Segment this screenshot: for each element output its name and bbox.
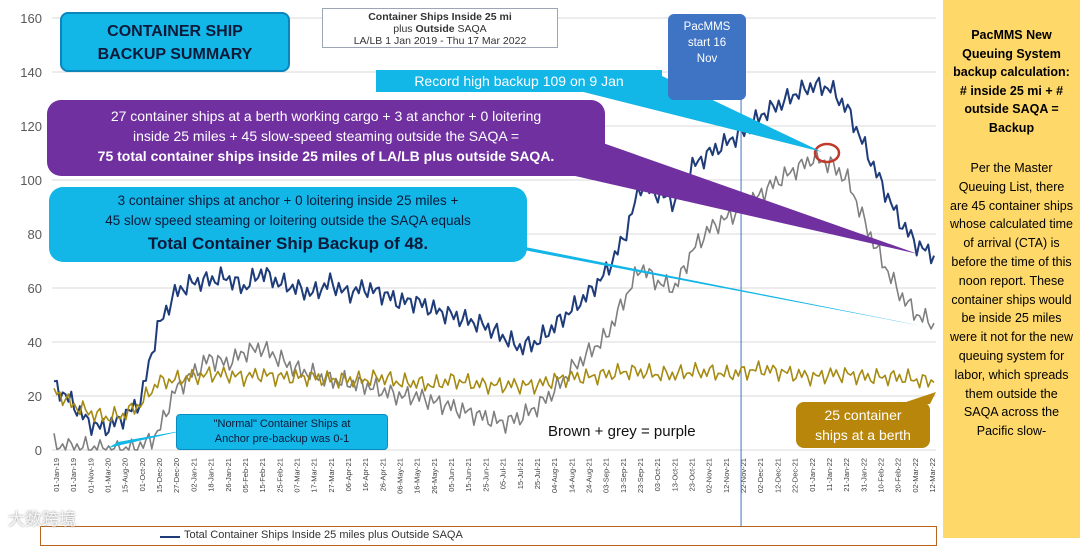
x-tick-label: 25-Jun-21 xyxy=(481,458,490,492)
x-tick-label: 16-Apr-21 xyxy=(361,458,370,491)
y-tick-label: 60 xyxy=(28,281,42,296)
x-tick-label: 18-Jan-21 xyxy=(207,458,216,492)
x-axis-ticks: 01-Jan-19 01-Jan-19 01-Nov-19 01-Mar-20 15-A… xyxy=(52,458,937,494)
callout-pointers xyxy=(108,76,936,448)
sidebar-heading: PacMMS New Queuing System backup calcula… xyxy=(953,28,1070,135)
record-pointer xyxy=(520,76,822,152)
x-tick-label: 01-Mar-20 xyxy=(104,458,113,493)
normal-anchor-label: "Normal" Container Ships at Anchor pre-b… xyxy=(176,414,388,450)
x-tick-label: 17-Mar-21 xyxy=(310,458,319,493)
series-line-2 xyxy=(53,147,935,451)
brown-grey-note: Brown + grey = purple xyxy=(548,423,696,440)
x-tick-label: 26-May-21 xyxy=(430,458,439,494)
x-tick-label: 15-Dec-20 xyxy=(155,458,164,493)
y-tick-label: 40 xyxy=(28,335,42,350)
x-tick-label: 06-May-21 xyxy=(396,458,405,494)
x-tick-label: 27-Mar-21 xyxy=(327,458,336,493)
x-tick-label: 01-Jan-22 xyxy=(808,458,817,492)
total-callout: 27 container ships at a berth working ca… xyxy=(47,100,605,176)
x-tick-label: 06-Apr-21 xyxy=(344,458,353,491)
y-tick-label: 100 xyxy=(20,173,42,188)
x-tick-label: 20-Feb-22 xyxy=(894,458,903,493)
x-tick-label: 05-Feb-21 xyxy=(241,458,250,493)
record-high-label: Record high backup 109 on 9 Jan xyxy=(376,70,662,92)
x-tick-label: 16-May-21 xyxy=(413,458,422,494)
pacmms-start-label: PacMMS start 16 Nov xyxy=(668,14,746,100)
x-tick-label: 02-Nov-21 xyxy=(705,458,714,493)
y-tick-label: 140 xyxy=(20,65,42,80)
x-tick-label: 02-Jan-21 xyxy=(189,458,198,492)
chart-series xyxy=(53,76,935,451)
y-tick-label: 20 xyxy=(28,389,42,404)
title-box: CONTAINER SHIP BACKUP SUMMARY xyxy=(60,12,290,72)
series-line-1 xyxy=(53,76,935,437)
x-tick-label: 11-Jan-22 xyxy=(825,458,834,491)
y-axis-ticks: 0 20 40 60 80 100 120 140 160 xyxy=(20,11,42,458)
x-tick-label: 31-Jan-22 xyxy=(859,458,868,492)
y-tick-label: 80 xyxy=(28,227,42,242)
normal-pointer xyxy=(108,430,186,448)
x-tick-label: 07-Mar-21 xyxy=(292,458,301,493)
x-tick-label: 01-Jan-19 xyxy=(69,458,78,492)
x-tick-label: 12-Nov-21 xyxy=(722,458,731,493)
x-tick-label: 12-Dec-21 xyxy=(773,458,782,493)
x-tick-label: 15-Feb-21 xyxy=(258,458,267,493)
record-high-marker xyxy=(813,142,841,164)
backup-pointer xyxy=(450,236,922,326)
backup-callout: 3 container ships at anchor + 0 loiterin… xyxy=(49,187,527,262)
berth-pointer xyxy=(900,392,936,404)
x-tick-label: 23-Oct-21 xyxy=(688,458,697,491)
x-tick-label: 03-Sep-21 xyxy=(602,458,611,493)
series-line-3 xyxy=(53,360,935,423)
x-tick-label: 01-Jan-19 xyxy=(52,458,61,492)
x-tick-label: 22-Nov-21 xyxy=(739,458,748,493)
x-tick-label: 23-Sep-21 xyxy=(636,458,645,493)
x-tick-label: 01-Nov-19 xyxy=(86,458,95,493)
chart-subtitle: Container Ships Inside 25 mi plus Outsid… xyxy=(322,8,558,48)
x-tick-label: 01-Oct-20 xyxy=(138,458,147,491)
x-tick-label: 24-Aug-21 xyxy=(584,458,593,493)
y-tick-label: 0 xyxy=(35,443,42,458)
x-tick-label: 13-Sep-21 xyxy=(619,458,628,493)
x-tick-label: 27-Dec-20 xyxy=(172,458,181,493)
y-tick-label: 120 xyxy=(20,119,42,134)
x-tick-label: 15-Aug-20 xyxy=(121,458,130,493)
x-tick-label: 02-Dec-21 xyxy=(756,458,765,493)
watermark: 大数跨境 xyxy=(8,510,76,530)
x-tick-label: 05-Jun-21 xyxy=(447,458,456,492)
x-tick-label: 14-Aug-21 xyxy=(567,458,576,493)
x-tick-label: 25-Jul-21 xyxy=(533,458,542,489)
x-tick-label: 04-Aug-21 xyxy=(550,458,559,493)
sidebar-body: Per the Master Queuing List, there are 4… xyxy=(950,161,1073,439)
x-tick-label: 25-Feb-21 xyxy=(275,458,284,493)
x-tick-label: 21-Jan-22 xyxy=(842,458,851,492)
legend-label: Total Container Ships Inside 25 miles pl… xyxy=(184,529,463,541)
x-tick-label: 05-Jul-21 xyxy=(499,458,508,489)
x-tick-label: 03-Oct-21 xyxy=(653,458,662,491)
total-pointer xyxy=(540,142,918,254)
x-tick-label: 12-Mar-22 xyxy=(928,458,937,493)
x-tick-label: 22-Dec-21 xyxy=(791,458,800,493)
sidebar-panel: PacMMS New Queuing System backup calcula… xyxy=(943,0,1080,538)
x-tick-label: 26-Apr-21 xyxy=(378,458,387,491)
y-tick-label: 160 xyxy=(20,11,42,26)
x-tick-label: 15-Jun-21 xyxy=(464,458,473,492)
legend-swatch xyxy=(160,536,180,538)
berth-callout: 25 container ships at a berth xyxy=(796,402,930,448)
x-tick-label: 26-Jan-21 xyxy=(224,458,233,492)
x-tick-label: 02-Mar-22 xyxy=(911,458,920,493)
x-tick-label: 15-Jul-21 xyxy=(516,458,525,489)
x-tick-label: 13-Oct-21 xyxy=(670,458,679,491)
x-tick-label: 10-Feb-22 xyxy=(876,458,885,493)
